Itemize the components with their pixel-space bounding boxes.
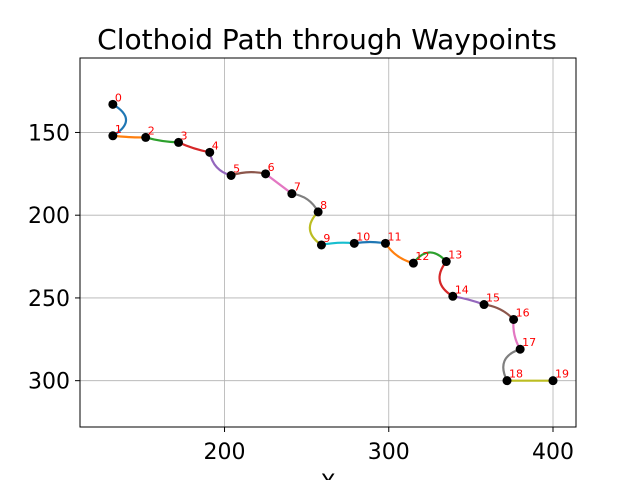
waypoint-marker bbox=[441, 257, 451, 267]
waypoint-label: 9 bbox=[323, 232, 330, 245]
path-segment bbox=[290, 192, 320, 213]
waypoint-label: 10 bbox=[356, 230, 370, 243]
path-segment bbox=[451, 295, 486, 306]
waypoint-marker bbox=[502, 376, 512, 386]
waypoint-label: 4 bbox=[212, 139, 219, 152]
waypoint-label: 12 bbox=[415, 250, 429, 263]
waypoint-label: 1 bbox=[115, 123, 122, 136]
waypoint-marker bbox=[509, 314, 519, 324]
waypoint-marker bbox=[108, 99, 118, 109]
waypoint-label: 3 bbox=[181, 129, 188, 142]
x-tick-label: 400 bbox=[532, 440, 574, 465]
y-tick-label: 200 bbox=[28, 204, 70, 229]
waypoint-marker bbox=[174, 137, 184, 147]
path-segment bbox=[438, 260, 454, 298]
waypoint-label: 6 bbox=[268, 161, 275, 174]
x-tick-label: 200 bbox=[204, 440, 246, 465]
path-segment bbox=[308, 210, 323, 247]
path-segment bbox=[111, 134, 147, 139]
waypoint-marker bbox=[479, 300, 489, 310]
path-segment bbox=[177, 141, 211, 154]
waypoint-marker bbox=[515, 344, 525, 354]
waypoint-marker bbox=[548, 376, 558, 386]
plot-frame bbox=[79, 57, 577, 428]
path-segment bbox=[512, 318, 522, 351]
path-segment bbox=[144, 136, 180, 144]
waypoint-label: 0 bbox=[115, 91, 122, 104]
y-tick-label: 250 bbox=[28, 287, 70, 312]
waypoint-marker bbox=[448, 291, 458, 301]
waypoint-marker bbox=[205, 147, 215, 157]
x-axis-label: X bbox=[320, 471, 335, 480]
waypoint-markers bbox=[108, 99, 558, 386]
waypoint-label: 2 bbox=[148, 124, 155, 137]
waypoint-marker bbox=[226, 170, 236, 180]
waypoint-label: 11 bbox=[387, 230, 401, 243]
path-segment bbox=[264, 172, 293, 195]
waypoint-label: 17 bbox=[522, 336, 536, 349]
y-tick-label: 300 bbox=[28, 370, 70, 395]
waypoint-marker bbox=[141, 132, 151, 142]
waypoint-label: 16 bbox=[516, 306, 530, 319]
waypoint-label: 14 bbox=[455, 283, 469, 296]
waypoint-marker bbox=[261, 169, 271, 179]
y-tick-label: 150 bbox=[28, 121, 70, 146]
waypoint-label: 18 bbox=[509, 368, 523, 381]
waypoint-marker bbox=[313, 207, 323, 217]
gridlines bbox=[80, 58, 576, 427]
waypoint-label: 19 bbox=[555, 368, 569, 381]
waypoint-marker bbox=[380, 238, 390, 248]
path-segment bbox=[208, 151, 233, 177]
waypoint-marker bbox=[349, 238, 359, 248]
waypoint-label: 5 bbox=[233, 162, 240, 175]
path-segment bbox=[111, 103, 128, 137]
waypoint-marker bbox=[316, 240, 326, 250]
path-segment bbox=[482, 303, 515, 321]
waypoint-marker bbox=[287, 189, 297, 199]
waypoint-label: 15 bbox=[486, 292, 500, 305]
x-tick-label: 300 bbox=[368, 440, 410, 465]
waypoint-marker bbox=[108, 131, 118, 141]
axis-ticks: 200 300 400 150 200 250 300 bbox=[28, 121, 574, 465]
waypoint-marker bbox=[408, 258, 418, 268]
chart-title: Clothoid Path through Waypoints bbox=[97, 23, 557, 56]
waypoint-label: 7 bbox=[294, 181, 301, 194]
waypoint-label: 13 bbox=[448, 249, 462, 262]
waypoint-label: 8 bbox=[320, 199, 327, 212]
path-segment bbox=[384, 242, 415, 265]
